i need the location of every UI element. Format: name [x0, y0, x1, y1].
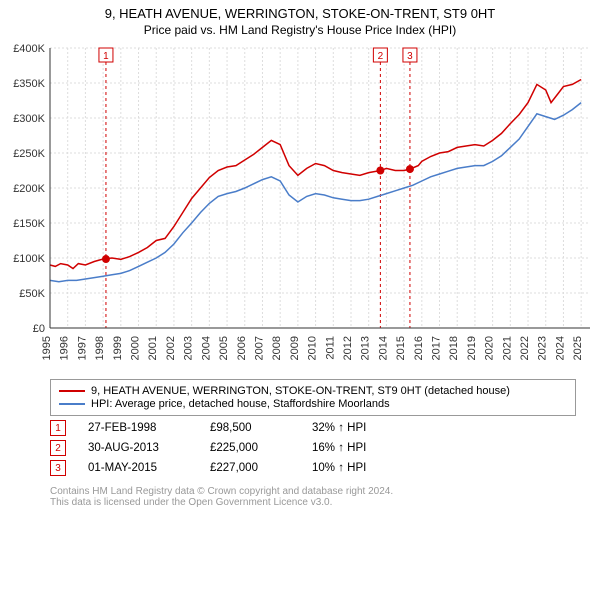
svg-text:2011: 2011: [324, 336, 336, 360]
legend-label: 9, HEATH AVENUE, WERRINGTON, STOKE-ON-TR…: [91, 385, 510, 397]
svg-text:1: 1: [103, 51, 109, 62]
legend: 9, HEATH AVENUE, WERRINGTON, STOKE-ON-TR…: [50, 379, 576, 416]
sales-table: 1 27-FEB-1998 £98,500 32% ↑ HPI 2 30-AUG-2013…: [50, 420, 576, 476]
sale-price: £225,000: [210, 442, 290, 454]
sale-date: 30-AUG-2013: [88, 442, 188, 454]
svg-text:2024: 2024: [554, 336, 566, 360]
legend-swatch: [59, 390, 85, 392]
line-chart: £0 £50K £100K £150K £200K £250K £300K £350K £400…: [0, 43, 600, 373]
sale-pct: 10% ↑ HPI: [312, 462, 402, 474]
svg-text:2006: 2006: [236, 336, 248, 360]
sale-price: £227,000: [210, 462, 290, 474]
legend-swatch: [59, 403, 85, 405]
svg-text:1998: 1998: [94, 336, 106, 360]
svg-text:2014: 2014: [377, 336, 389, 360]
svg-text:£200K: £200K: [13, 183, 45, 195]
svg-text:£0: £0: [33, 323, 45, 335]
sale-marker-box: 3: [50, 460, 66, 476]
sale-price: £98,500: [210, 422, 290, 434]
svg-text:2016: 2016: [413, 336, 425, 360]
legend-item: 9, HEATH AVENUE, WERRINGTON, STOKE-ON-TR…: [59, 385, 567, 397]
svg-text:1995: 1995: [41, 336, 53, 360]
svg-text:2010: 2010: [307, 336, 319, 360]
chart-subtitle: Price paid vs. HM Land Registry's House …: [0, 23, 600, 37]
svg-text:2021: 2021: [501, 336, 513, 360]
svg-text:2002: 2002: [165, 336, 177, 360]
svg-text:2004: 2004: [200, 336, 212, 360]
svg-text:£100K: £100K: [13, 253, 45, 265]
svg-text:2001: 2001: [147, 336, 159, 360]
chart-area: £0 £50K £100K £150K £200K £250K £300K £350K £400…: [0, 43, 600, 373]
svg-text:2018: 2018: [448, 336, 460, 360]
svg-text:2023: 2023: [537, 336, 549, 360]
svg-text:£300K: £300K: [13, 113, 45, 125]
svg-text:2017: 2017: [431, 336, 443, 360]
svg-text:£50K: £50K: [19, 288, 45, 300]
sale-pct: 32% ↑ HPI: [312, 422, 402, 434]
svg-text:1997: 1997: [76, 336, 88, 360]
svg-text:£150K: £150K: [13, 218, 45, 230]
sale-row: 3 01-MAY-2015 £227,000 10% ↑ HPI: [50, 460, 576, 476]
svg-text:2009: 2009: [289, 336, 301, 360]
svg-text:2008: 2008: [271, 336, 283, 360]
svg-text:2012: 2012: [342, 336, 354, 360]
footnote-line: This data is licensed under the Open Gov…: [50, 497, 576, 508]
legend-label: HPI: Average price, detached house, Staf…: [91, 398, 390, 410]
sale-date: 27-FEB-1998: [88, 422, 188, 434]
sale-pct: 16% ↑ HPI: [312, 442, 402, 454]
sale-date: 01-MAY-2015: [88, 462, 188, 474]
footnote-line: Contains HM Land Registry data © Crown c…: [50, 486, 576, 497]
svg-text:2: 2: [378, 51, 384, 62]
sale-marker-box: 2: [50, 440, 66, 456]
svg-text:2007: 2007: [253, 336, 265, 360]
svg-text:3: 3: [407, 51, 413, 62]
legend-item: HPI: Average price, detached house, Staf…: [59, 398, 567, 410]
svg-text:2020: 2020: [484, 336, 496, 360]
svg-text:£350K: £350K: [13, 78, 45, 90]
sale-row: 1 27-FEB-1998 £98,500 32% ↑ HPI: [50, 420, 576, 436]
svg-text:2005: 2005: [218, 336, 230, 360]
footnote: Contains HM Land Registry data © Crown c…: [50, 486, 576, 508]
sale-row: 2 30-AUG-2013 £225,000 16% ↑ HPI: [50, 440, 576, 456]
svg-text:£250K: £250K: [13, 148, 45, 160]
svg-text:2003: 2003: [183, 336, 195, 360]
svg-text:2013: 2013: [360, 336, 372, 360]
chart-title: 9, HEATH AVENUE, WERRINGTON, STOKE-ON-TR…: [0, 6, 600, 21]
svg-text:2025: 2025: [572, 336, 584, 360]
svg-text:1999: 1999: [112, 336, 124, 360]
svg-text:2000: 2000: [130, 336, 142, 360]
svg-text:2015: 2015: [395, 336, 407, 360]
svg-text:1996: 1996: [59, 336, 71, 360]
sale-marker-box: 1: [50, 420, 66, 436]
svg-text:2022: 2022: [519, 336, 531, 360]
svg-text:£400K: £400K: [13, 43, 45, 55]
svg-text:2019: 2019: [466, 336, 478, 360]
